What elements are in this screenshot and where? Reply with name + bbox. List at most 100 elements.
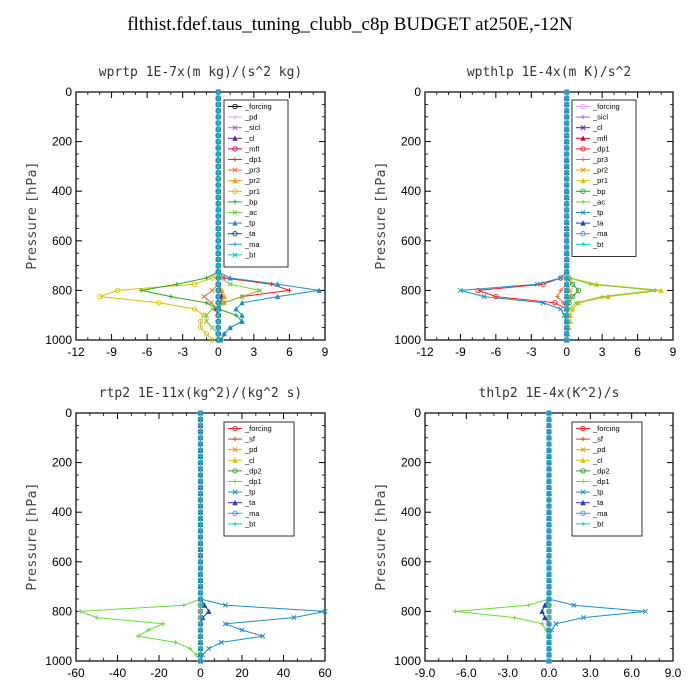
legend-marker — [232, 103, 238, 110]
series-marker — [215, 145, 221, 151]
legend-label: _tp — [592, 488, 603, 497]
series-marker — [564, 145, 569, 150]
legend-marker — [232, 499, 238, 506]
legend-marker — [580, 510, 586, 516]
legend-label: _ac — [244, 208, 257, 217]
series-bt — [198, 410, 203, 664]
y-axis-label: Pressure [hPa] — [374, 483, 389, 590]
legend-label: _pr2 — [592, 166, 608, 175]
series-marker — [580, 615, 586, 621]
series-marker — [146, 627, 151, 633]
series-marker — [198, 541, 203, 546]
x-tick-label: -6 — [491, 345, 502, 359]
series-marker — [203, 312, 209, 318]
series-marker — [546, 472, 552, 478]
x-tick-label: -9 — [106, 345, 117, 359]
y-tick-label: 400 — [52, 184, 72, 198]
series-marker — [198, 646, 203, 651]
series-marker — [197, 318, 204, 325]
series-marker — [198, 479, 203, 484]
series-marker — [322, 608, 328, 614]
series-marker — [546, 491, 552, 496]
series-marker — [257, 287, 263, 293]
series-marker — [218, 639, 224, 645]
series-marker — [539, 621, 545, 626]
series-marker — [191, 281, 198, 287]
series-marker — [546, 621, 552, 626]
series-marker — [215, 225, 221, 231]
x-tick-label: -9 — [455, 345, 466, 359]
series-line — [99, 271, 219, 341]
series-marker — [546, 615, 552, 620]
series-marker — [198, 565, 203, 571]
y-tick-label: 200 — [52, 456, 72, 470]
series-marker — [475, 287, 481, 294]
series-marker — [564, 294, 569, 299]
y-tick-label: 400 — [52, 505, 72, 519]
series-marker — [542, 614, 548, 621]
series-marker — [546, 578, 552, 583]
legend-label: _cl — [244, 456, 255, 465]
series-marker — [215, 256, 221, 262]
y-tick-label: 1000 — [394, 654, 421, 668]
legend-marker — [580, 188, 586, 194]
series-marker — [198, 410, 203, 416]
x-tick-label: 60 — [318, 666, 332, 680]
series-marker — [564, 319, 569, 324]
series-marker — [198, 497, 203, 502]
series-marker — [215, 114, 221, 120]
series-marker — [573, 300, 579, 305]
series-marker — [546, 541, 552, 546]
series-marker — [546, 559, 552, 564]
series-marker — [546, 547, 552, 552]
series-marker — [564, 306, 569, 312]
series-line — [218, 271, 320, 341]
legend-label: _tp — [244, 488, 255, 497]
series-marker — [215, 312, 221, 318]
legend-marker — [232, 209, 238, 216]
y-tick-label: 0 — [65, 406, 72, 420]
legend-marker — [580, 167, 586, 173]
series-marker — [215, 176, 221, 182]
series-marker — [215, 294, 221, 300]
x-tick-label: -3 — [526, 345, 537, 359]
x-tick-label: -3 — [177, 345, 188, 359]
series-marker — [221, 300, 227, 306]
series-marker — [564, 232, 569, 237]
series-marker — [552, 300, 558, 306]
series-marker — [215, 337, 221, 343]
legend-marker — [232, 447, 238, 453]
series-marker — [198, 528, 203, 533]
panel-title: wprtp 1E-7x(m kg)/(s^2 kg) — [99, 65, 303, 80]
series-marker — [564, 133, 569, 138]
series-marker — [204, 300, 209, 305]
chart-panel-4: thlp2 1E-4x(K^2)/s Pressure [hPa] 0 200 400 6… — [374, 386, 682, 680]
series-marker — [97, 293, 103, 300]
legend-marker — [232, 479, 238, 484]
series-tp — [457, 89, 570, 343]
series-marker — [198, 559, 203, 564]
x-tick-label: 6 — [286, 345, 293, 359]
figure-title: flthist.fdef.taus_tuning_clubb_c8p BUDGE… — [127, 14, 573, 35]
x-tick-label: 3 — [599, 345, 606, 359]
legend-marker — [232, 125, 238, 131]
series-marker — [198, 417, 203, 422]
series-marker — [564, 114, 569, 119]
y-axis-label: Pressure [hPa] — [25, 483, 40, 590]
series-marker — [291, 615, 297, 621]
x-tick-label: 6 — [634, 345, 641, 359]
legend-marker — [232, 457, 238, 463]
series-marker — [198, 516, 203, 521]
legend-label: _bt — [592, 519, 604, 528]
x-tick-label: -20 — [150, 666, 168, 680]
legend-label: _bt — [244, 250, 256, 259]
y-tick-label: 800 — [52, 283, 72, 297]
series-marker — [546, 485, 552, 490]
series-marker — [564, 220, 569, 225]
y-tick-label: 200 — [401, 456, 421, 470]
series-marker — [215, 182, 221, 188]
x-tick-label: 0 — [563, 345, 570, 359]
series-marker — [546, 627, 552, 633]
legend-marker — [580, 436, 586, 442]
legend-label: _bt — [592, 240, 604, 249]
